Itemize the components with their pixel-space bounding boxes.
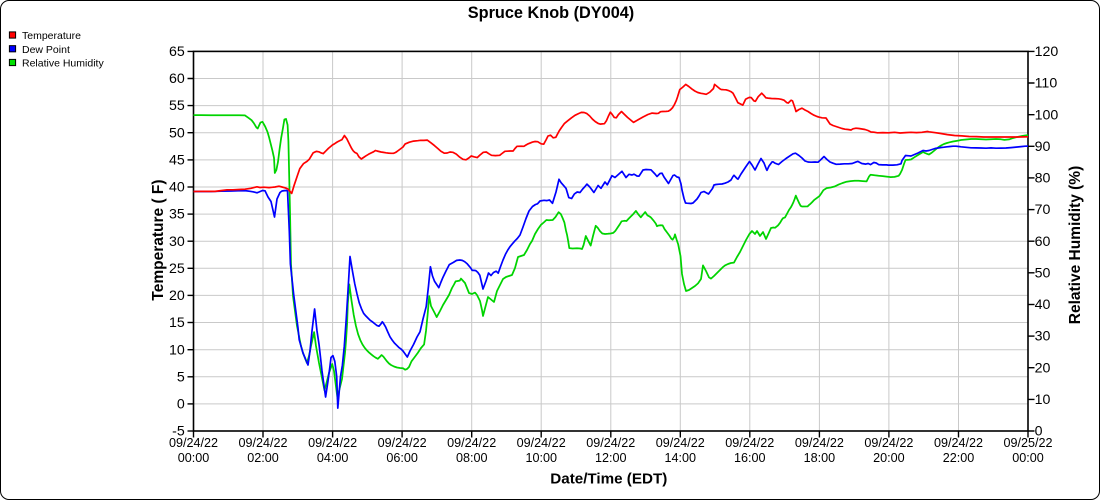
svg-text:Relative Humidity (%): Relative Humidity (%): [1067, 166, 1084, 324]
svg-text:09/24/22: 09/24/22: [169, 436, 218, 450]
svg-text:0: 0: [177, 397, 185, 413]
svg-text:12:00: 12:00: [595, 451, 627, 465]
svg-text:Dew Point: Dew Point: [22, 44, 70, 56]
svg-text:5: 5: [177, 369, 185, 385]
svg-text:40: 40: [169, 180, 185, 196]
svg-text:15: 15: [169, 315, 185, 331]
svg-text:100: 100: [1035, 107, 1059, 123]
svg-text:09/24/22: 09/24/22: [517, 436, 566, 450]
svg-text:30: 30: [1035, 329, 1051, 345]
svg-text:06:00: 06:00: [386, 451, 418, 465]
svg-text:50: 50: [1035, 265, 1051, 281]
svg-text:09/24/22: 09/24/22: [656, 436, 705, 450]
svg-text:08:00: 08:00: [456, 451, 488, 465]
svg-text:09/24/22: 09/24/22: [308, 436, 357, 450]
svg-text:60: 60: [169, 71, 185, 87]
svg-text:14:00: 14:00: [665, 451, 697, 465]
svg-text:110: 110: [1035, 76, 1058, 92]
svg-text:09/24/22: 09/24/22: [934, 436, 983, 450]
svg-text:09/24/22: 09/24/22: [586, 436, 635, 450]
svg-text:09/24/22: 09/24/22: [378, 436, 427, 450]
svg-text:09/25/22: 09/25/22: [1003, 436, 1052, 450]
svg-text:25: 25: [169, 261, 185, 277]
svg-text:16:00: 16:00: [734, 451, 766, 465]
svg-text:40: 40: [1035, 297, 1051, 313]
svg-text:80: 80: [1035, 171, 1051, 187]
svg-text:04:00: 04:00: [317, 451, 349, 465]
svg-text:10: 10: [1035, 392, 1051, 408]
svg-text:09/24/22: 09/24/22: [238, 436, 287, 450]
svg-text:30: 30: [169, 234, 185, 250]
svg-text:18:00: 18:00: [804, 451, 836, 465]
svg-text:09/24/22: 09/24/22: [864, 436, 913, 450]
svg-text:09/24/22: 09/24/22: [725, 436, 774, 450]
svg-text:-5: -5: [172, 424, 185, 440]
svg-text:20: 20: [169, 288, 185, 304]
svg-text:65: 65: [169, 44, 185, 60]
svg-text:50: 50: [169, 125, 185, 141]
svg-text:120: 120: [1035, 44, 1059, 60]
svg-text:00:00: 00:00: [1012, 451, 1044, 465]
svg-text:10:00: 10:00: [525, 451, 557, 465]
svg-text:02:00: 02:00: [247, 451, 279, 465]
svg-text:35: 35: [169, 207, 185, 223]
svg-text:60: 60: [1035, 234, 1051, 250]
svg-text:Spruce Knob (DY004): Spruce Knob (DY004): [468, 4, 634, 22]
svg-text:10: 10: [169, 342, 185, 358]
svg-text:00:00: 00:00: [178, 451, 210, 465]
svg-text:20:00: 20:00: [873, 451, 905, 465]
svg-text:09/24/22: 09/24/22: [447, 436, 496, 450]
svg-text:45: 45: [169, 153, 185, 169]
svg-text:90: 90: [1035, 139, 1051, 155]
svg-text:Date/Time (EDT): Date/Time (EDT): [550, 471, 667, 488]
svg-text:0: 0: [1035, 424, 1043, 440]
svg-text:Temperature: Temperature: [22, 30, 81, 42]
svg-text:Relative Humidity: Relative Humidity: [22, 58, 104, 70]
svg-text:20: 20: [1035, 360, 1051, 376]
svg-text:09/24/22: 09/24/22: [795, 436, 844, 450]
svg-text:70: 70: [1035, 202, 1051, 218]
svg-text:22:00: 22:00: [943, 451, 975, 465]
svg-text:Temperature ( F): Temperature ( F): [150, 179, 167, 300]
svg-text:55: 55: [169, 98, 185, 114]
